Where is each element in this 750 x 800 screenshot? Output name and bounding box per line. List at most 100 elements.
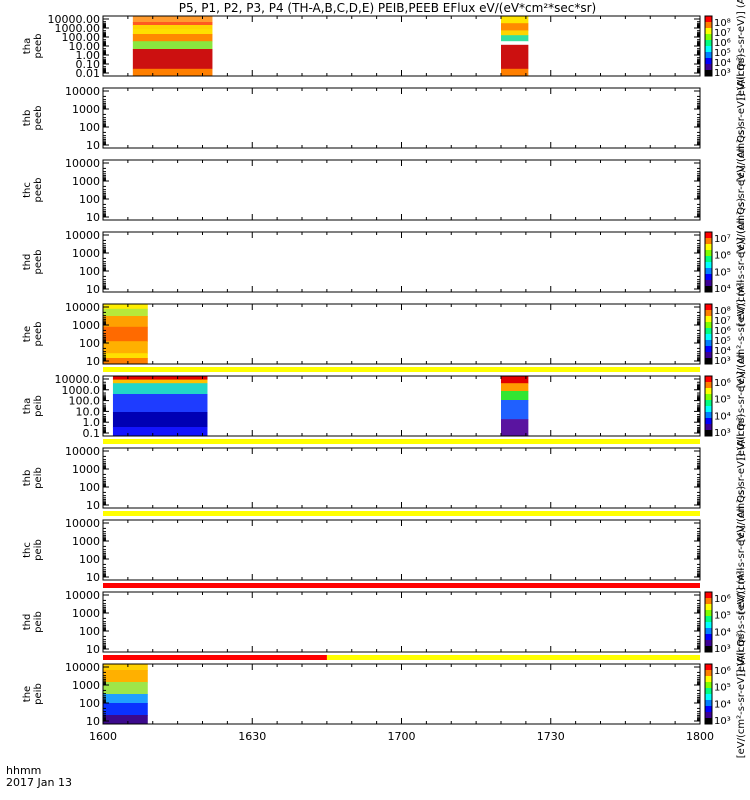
colorbar-swatch (705, 58, 712, 65)
colorbar-units-label: [eV/(cm²-s-sr-eV)] (All Qs) (736, 414, 747, 543)
y-tick-label: 10000.0 (55, 373, 101, 386)
colorbar-swatch (705, 70, 712, 77)
panel-label-probe: thc (22, 182, 33, 198)
y-tick-label: 1.00 (76, 49, 101, 62)
panel-frame (102, 303, 701, 365)
spectrogram-block-1-band-4 (501, 419, 529, 437)
spectrogram-block-0-band-1 (112, 379, 208, 384)
panel-tha_peib (102, 367, 713, 437)
colorbar-tick-label: 10⁷ (714, 234, 731, 245)
colorbar-swatch (705, 640, 712, 647)
colorbar-swatch (705, 664, 712, 671)
panel-the_peeb (102, 303, 713, 365)
colorbar-swatch (705, 280, 712, 287)
colorbar-swatch (705, 382, 712, 389)
colorbar-tick-label: 10⁵ (714, 48, 731, 59)
colorbar-swatch (705, 358, 712, 365)
colorbar-tick-label: 10⁵ (714, 267, 731, 278)
panel-label-probe: thd (22, 614, 33, 631)
panel-label-product: peeb (33, 322, 44, 347)
colorbar-swatch (705, 250, 712, 257)
y-tick-label: 10000 (65, 661, 100, 674)
colorbar-swatch (705, 406, 712, 413)
y-tick-label: 10.0 (76, 405, 101, 418)
y-tick-label: 100 (79, 265, 100, 278)
colorbar-swatch (705, 424, 712, 431)
colorbar-swatch (705, 286, 712, 293)
colorbar-swatch (705, 352, 712, 359)
colorbar-tick-label: 10⁴ (714, 627, 731, 638)
colorbar-swatch (705, 340, 712, 347)
panel-label-probe: tha (22, 398, 33, 414)
spectrogram-block-0-band-0 (103, 664, 148, 671)
colorbar-units-label: [eV/(cm²-s-sr-eV)] (All Qs) (736, 198, 747, 327)
y-tick-label: 1000 (72, 463, 100, 476)
panel-label-product: peeb (33, 250, 44, 275)
colorbar-swatch (705, 706, 712, 713)
colorbar-swatch (705, 262, 712, 269)
chart-title: P5, P1, P2, P3, P4 (TH-A,B,C,D,E) PEIB,P… (178, 1, 597, 15)
colorbar-tick-label: 10⁶ (714, 251, 731, 262)
colorbar-swatch (705, 400, 712, 407)
colorbar-units-label: [eV/(cm²-s-sr-eV)] (All (736, 568, 747, 676)
y-tick-label: 1000 (72, 679, 100, 692)
panel-frame (102, 87, 701, 149)
spectrogram-block-0-band-2 (103, 316, 148, 328)
spectrogram-block-1-band-4 (501, 41, 529, 46)
y-tick-label: 0.1 (83, 427, 101, 440)
spectrogram-block-0-band-5 (132, 41, 213, 50)
panel-thb_peib (102, 439, 701, 509)
panel-label-probe: tha (22, 38, 33, 54)
y-tick-label: 1000 (72, 535, 100, 548)
colorbar-swatch (705, 610, 712, 617)
colorbar-tick-label: 10⁵ (714, 683, 731, 694)
colorbar-swatch (705, 268, 712, 275)
colorbar-units-label: [eV/(cm²-s-sr-eV)] (All (736, 280, 747, 388)
y-tick-label: 10000 (65, 301, 100, 314)
status-bar-0 (103, 439, 700, 444)
panel-frame (102, 519, 701, 581)
colorbar-swatch (705, 346, 712, 353)
colorbar-swatch (705, 592, 712, 599)
spectrogram-block-0-band-6 (103, 358, 148, 365)
date-label: 2017 Jan 13 (6, 776, 72, 789)
colorbar-swatch (705, 394, 712, 401)
colorbar-tick-label: 10⁷ (714, 316, 731, 327)
colorbar-swatch (705, 232, 712, 239)
colorbar-tick-label: 10⁵ (714, 336, 731, 347)
y-tick-label: 100.00 (62, 31, 101, 44)
y-tick-label: 10000 (65, 85, 100, 98)
time-format-label: hhmm (6, 764, 42, 777)
colorbar-swatch (705, 22, 712, 29)
spectrogram-block-0-band-4 (112, 412, 208, 428)
colorbar-units-label: [eV/(cm²-s-sr-eV)] (All (736, 352, 747, 460)
colorbar-frame (704, 231, 713, 293)
y-tick-label: 10 (86, 139, 100, 152)
spectrogram-block-0-band-1 (103, 670, 148, 683)
spectrogram-block-1-band-1 (501, 23, 529, 31)
y-tick-label: 10000 (65, 229, 100, 242)
colorbar-tick-label: 10⁸ (714, 18, 731, 29)
spectrogram-block-0-band-5 (112, 427, 208, 437)
colorbar-swatch (705, 310, 712, 317)
panel-thc_peeb (102, 159, 701, 221)
colorbar-tick-label: 10⁶ (714, 666, 731, 677)
colorbar-tick-label: 10⁴ (714, 346, 731, 357)
spectrogram-block-1-band-2 (501, 30, 529, 36)
colorbar-units-label: [eV/(cm²-s-sr-eV)] (All Qs) (736, 630, 747, 759)
panel-frame (102, 663, 701, 725)
panel-label-product: peeb (33, 34, 44, 59)
y-tick-label: 100 (79, 697, 100, 710)
colorbar-tick-label: 10⁶ (714, 38, 731, 49)
y-tick-label: 100 (79, 625, 100, 638)
colorbar-frame (704, 591, 713, 653)
colorbar-swatch (705, 28, 712, 35)
y-tick-label: 10 (86, 643, 100, 656)
y-tick-label: 100 (79, 337, 100, 350)
colorbar-tick-label: 10³ (714, 428, 731, 439)
y-tick-label: 10 (86, 211, 100, 224)
colorbar-tick-label: 10³ (714, 356, 731, 367)
spectrogram-block-1-band-5 (501, 44, 529, 70)
colorbar-swatch (705, 646, 712, 653)
